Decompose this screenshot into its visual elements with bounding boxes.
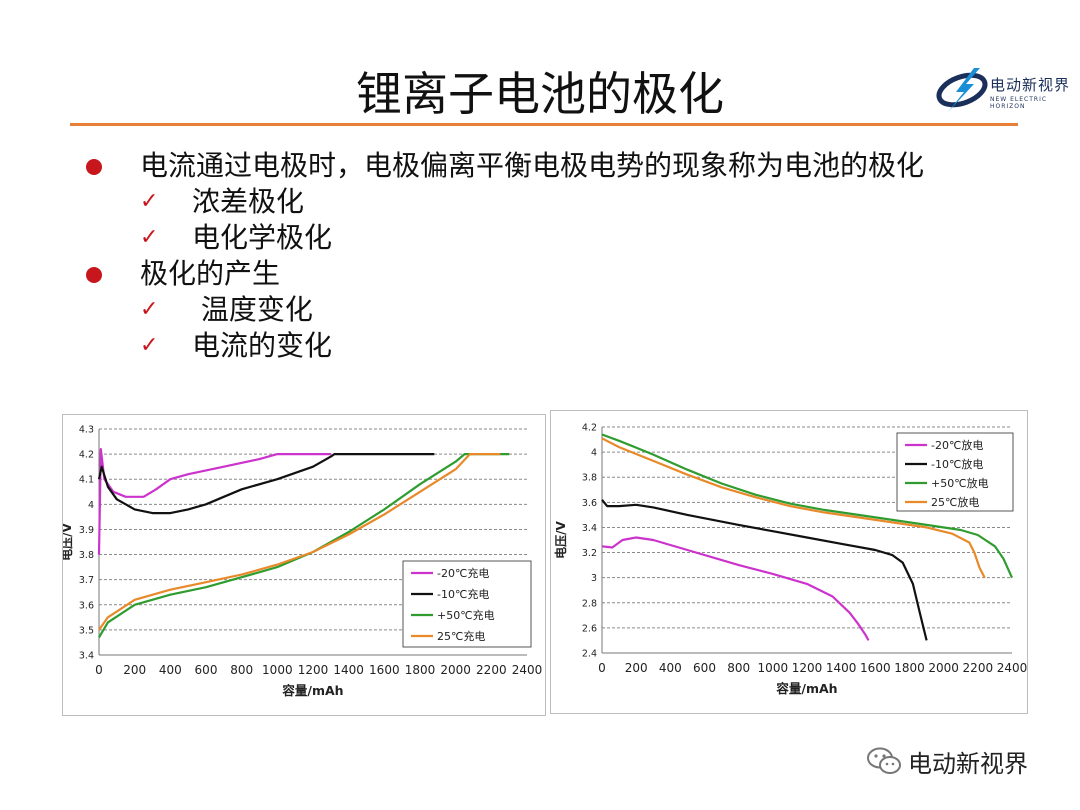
x-axis-label: 容量/mAh xyxy=(775,681,837,696)
x-axis-label: 容量/mAh xyxy=(281,683,343,698)
x-tick-label: 1000 xyxy=(758,661,789,675)
wechat-icon xyxy=(867,747,901,774)
x-tick-label: 1400 xyxy=(333,663,364,677)
legend-box xyxy=(402,560,532,648)
x-tick-label: 600 xyxy=(693,661,716,675)
y-tick-label: 4.3 xyxy=(79,425,94,436)
legend-label: +50℃充电 xyxy=(437,608,495,622)
discharge-chart: 2.4 2.6 2.8 3 3.2 3.4 3.6 3.8 4 4.2 0 200 400 600 800 1… xyxy=(550,410,1028,714)
sub-bullet-text: 电流的变化 xyxy=(192,329,333,362)
x-tick-label: 1600 xyxy=(860,661,891,675)
series-line-2 xyxy=(601,499,928,641)
x-tick-label: 2400 xyxy=(512,663,543,677)
bullet-text: 极化的产生 xyxy=(140,257,281,290)
charge-chart: 3.4 3.5 3.6 3.7 3.8 3.9 4 4.1 4.2 4.3 0 200 400 600 80… xyxy=(59,414,546,716)
y-tick-label: 3.5 xyxy=(79,625,94,636)
y-tick-label: 3 xyxy=(591,573,597,584)
legend-label: -10℃放电 xyxy=(931,457,983,471)
x-tick-label: 1800 xyxy=(894,661,925,675)
legend-label: -10℃充电 xyxy=(437,587,489,601)
check-icon: ✓ xyxy=(140,333,159,358)
y-tick-label: 3.8 xyxy=(582,473,597,484)
x-tick-label: 800 xyxy=(727,661,750,675)
x-tick-label: 600 xyxy=(195,663,218,677)
x-tick-label: 0 xyxy=(95,663,103,677)
y-tick-label: 4.2 xyxy=(79,450,94,461)
x-tick-label: 1000 xyxy=(262,663,293,677)
bullet-dot-icon xyxy=(86,267,102,283)
y-tick-label: 3.7 xyxy=(79,575,94,586)
y-tick-label: 3.2 xyxy=(582,548,597,559)
x-tick-label: 400 xyxy=(659,661,682,675)
x-tick-label: 400 xyxy=(159,663,182,677)
x-tick-label: 200 xyxy=(625,661,648,675)
x-tick-label: 1200 xyxy=(298,663,329,677)
sub-bullet-text: 浓差极化 xyxy=(192,185,305,218)
bullet-text: 电流通过电极时，电极偏离平衡电极电势的现象称为电池的极化 xyxy=(140,149,925,182)
y-tick-label: 3.6 xyxy=(582,498,597,509)
y-tick-label: 2.4 xyxy=(582,649,597,660)
check-icon: ✓ xyxy=(140,297,159,322)
page-title: 锂离子电池的极化 xyxy=(356,67,724,121)
y-axis-label: 电压/V xyxy=(63,522,74,560)
discharge-chart-svg: 2.4 2.6 2.8 3 3.2 3.4 3.6 3.8 4 4.2 0 200 400 600 800 1… xyxy=(553,423,1027,697)
series-line-4 xyxy=(98,452,501,631)
logo-english: NEW ELECTRIC HORIZON xyxy=(990,96,1048,110)
y-tick-label: 3.8 xyxy=(79,550,94,561)
x-tick-label: 2000 xyxy=(928,661,959,675)
x-tick-label: 1600 xyxy=(369,663,400,677)
x-tick-label: 200 xyxy=(123,663,146,677)
sub-bullet-text: 温度变化 xyxy=(192,293,313,326)
legend-label: +50℃放电 xyxy=(931,476,989,490)
series-line-3 xyxy=(98,452,510,638)
y-tick-label: 4 xyxy=(591,448,597,459)
x-tick-label: 0 xyxy=(598,661,606,675)
x-tick-label: 2200 xyxy=(476,663,507,677)
y-tick-label: 3.4 xyxy=(79,651,94,662)
legend-label: 25℃充电 xyxy=(437,629,485,643)
x-tick-label: 2200 xyxy=(963,661,994,675)
y-tick-label: 3.9 xyxy=(79,525,94,536)
x-tick-label: 2400 xyxy=(997,661,1027,675)
series-line-3 xyxy=(601,433,1014,579)
charge-chart-svg: 3.4 3.5 3.6 3.7 3.8 3.9 4 4.1 4.2 4.3 0 200 400 600 80… xyxy=(59,425,543,699)
series-line-2 xyxy=(97,452,435,515)
footer-brand: 电动新视界 xyxy=(868,744,1028,779)
check-icon: ✓ xyxy=(140,225,159,250)
y-tick-label: 3.6 xyxy=(79,600,94,611)
x-tick-label: 1200 xyxy=(792,661,823,675)
x-tick-label: 2000 xyxy=(440,663,471,677)
x-tick-label: 800 xyxy=(230,663,253,677)
y-tick-label: 4.2 xyxy=(582,423,597,434)
y-tick-label: 2.8 xyxy=(582,598,597,609)
footer-text: 电动新视界 xyxy=(908,750,1028,778)
series-line-1 xyxy=(601,536,870,641)
legend-label: 25℃放电 xyxy=(931,495,979,509)
x-tick-label: 1800 xyxy=(405,663,436,677)
logo-icon xyxy=(936,68,988,112)
sub-bullet-text: 电化学极化 xyxy=(192,221,333,254)
y-axis-label: 电压/V xyxy=(553,520,568,558)
logo-name: 电动新视界 xyxy=(990,76,1071,94)
y-tick-label: 2.6 xyxy=(582,623,597,634)
x-tick-label: 1400 xyxy=(826,661,857,675)
y-tick-label: 4.1 xyxy=(79,475,94,486)
y-tick-label: 3.4 xyxy=(582,523,597,534)
legend-label: -20℃放电 xyxy=(931,438,983,452)
series-line-4 xyxy=(601,437,986,579)
bullet-dot-icon xyxy=(86,159,102,175)
series-line-1 xyxy=(97,447,331,555)
check-icon: ✓ xyxy=(140,189,159,214)
title-divider xyxy=(70,123,1018,126)
y-tick-label: 4 xyxy=(88,500,94,511)
legend-label: -20℃充电 xyxy=(437,566,489,580)
